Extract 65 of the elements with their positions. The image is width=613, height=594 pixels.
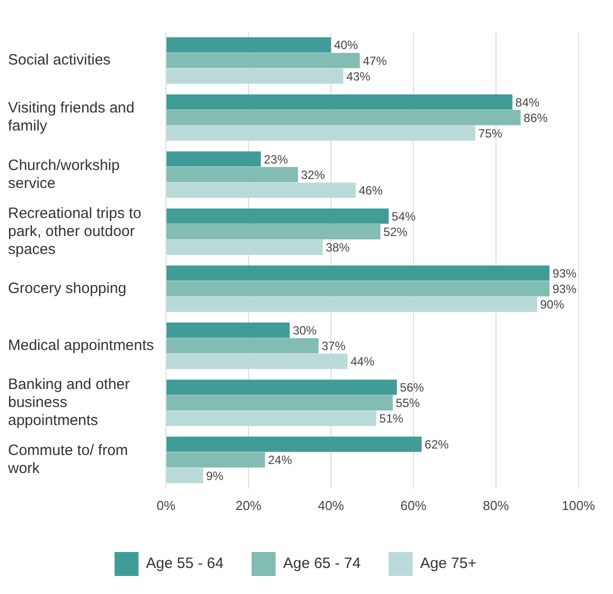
data-label: 56% xyxy=(400,380,424,395)
data-label: 32% xyxy=(300,168,326,182)
bar xyxy=(166,166,298,182)
data-label: 9% xyxy=(206,468,224,483)
y-tick-label: Recreational trips to park, other outdoor spaces xyxy=(8,204,142,258)
bar xyxy=(166,94,512,110)
bar xyxy=(166,265,550,281)
data-label: 44% xyxy=(350,354,375,369)
data-label: 37% xyxy=(322,339,346,354)
bar xyxy=(166,281,550,296)
data-label: 24% xyxy=(268,453,292,468)
data-label: 62% xyxy=(424,438,450,452)
bar xyxy=(166,380,397,395)
legend-label: Age 65 - 74 xyxy=(283,555,361,572)
legend-label: Age 75+ xyxy=(420,555,477,572)
data-label: 86% xyxy=(524,110,548,125)
y-tick-label: Church/workship service xyxy=(8,156,120,192)
data-label: 52% xyxy=(383,224,408,239)
data-label: 55% xyxy=(396,396,420,410)
bar xyxy=(166,126,476,141)
bar xyxy=(166,468,204,484)
bar xyxy=(166,240,323,255)
data-label: 40% xyxy=(334,38,358,52)
bar xyxy=(166,296,538,312)
bar xyxy=(166,151,261,167)
data-label: 23% xyxy=(264,152,288,166)
y-tick-label: Grocery shopping xyxy=(8,280,126,297)
data-label: 30% xyxy=(292,323,318,338)
x-tick-label: 20% xyxy=(235,498,262,513)
data-label: 93% xyxy=(552,282,577,296)
x-tick-label: 60% xyxy=(400,498,427,513)
bar xyxy=(166,410,376,426)
x-tick-label: 40% xyxy=(318,498,344,513)
y-tick-label: Visiting friends and family xyxy=(8,100,134,135)
x-tick-label: 80% xyxy=(482,498,510,513)
bar xyxy=(166,224,380,240)
data-label: 51% xyxy=(379,412,404,426)
bar xyxy=(166,68,344,84)
y-tick-label: Commute to/ from work xyxy=(7,442,128,478)
y-tick-label: Social activities xyxy=(8,52,111,69)
legend-label: Age 55 - 64 xyxy=(146,555,224,572)
y-tick-label: Medical appointments xyxy=(8,336,154,354)
bar xyxy=(166,395,393,410)
data-label: 90% xyxy=(540,298,564,312)
x-tick-label: 100% xyxy=(562,498,596,513)
bar xyxy=(166,322,290,338)
data-label: 75% xyxy=(478,126,503,140)
data-label: 38% xyxy=(326,240,350,255)
data-label: 84% xyxy=(515,95,540,110)
data-label: 46% xyxy=(358,184,384,198)
data-label: 47% xyxy=(362,54,388,68)
bar xyxy=(166,208,389,224)
bar xyxy=(166,436,422,452)
bar xyxy=(166,182,356,198)
bar xyxy=(166,354,348,370)
bar xyxy=(166,37,331,53)
bar xyxy=(166,52,360,68)
data-label: 93% xyxy=(552,266,577,280)
bar xyxy=(166,452,265,468)
x-tick-label: 0% xyxy=(156,498,176,513)
y-tick-label: Banking and other business appointments xyxy=(8,376,130,429)
bar xyxy=(166,110,521,126)
data-label: 43% xyxy=(346,69,371,84)
data-label: 54% xyxy=(392,209,416,224)
bar xyxy=(166,338,319,354)
